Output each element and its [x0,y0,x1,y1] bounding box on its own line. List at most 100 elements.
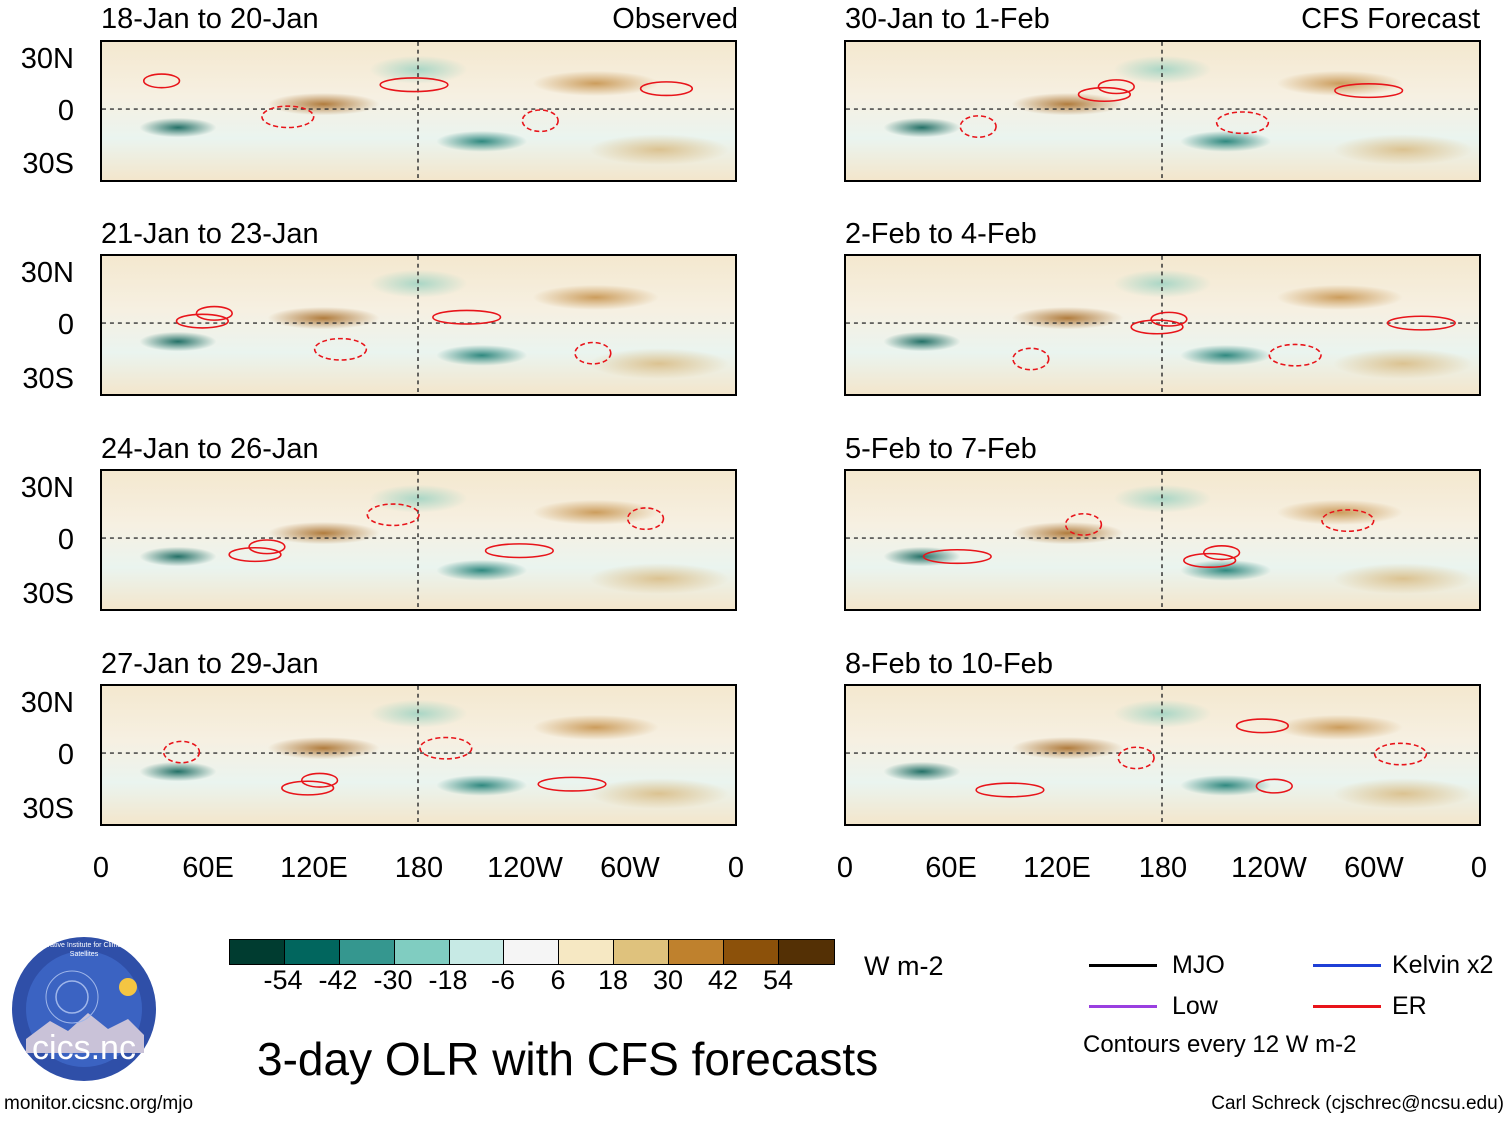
er-contour [248,539,286,555]
colorbar-tick-label: -42 [318,965,358,995]
er-contour [959,115,997,139]
olr-map-panel [844,40,1481,182]
legend-label-low: Low [1172,992,1218,1020]
lat-label-30s: 30S [22,363,74,395]
legend-line-mjo [1089,964,1157,967]
er-contour [1130,319,1184,335]
er-contour [419,736,473,760]
colorbar-tick-label: -30 [373,965,413,995]
map-overlay [846,686,1479,824]
contour-note: Contours every 12 W m-2 [1083,1031,1357,1058]
lon-label-120e: 120E [280,852,348,884]
er-contour [1077,86,1131,103]
colorbar-tick-label: 42 [707,965,739,995]
legend-line-low [1089,1005,1157,1008]
lon-label-60w: 60W [1344,852,1404,884]
olr-map-panel [100,254,737,396]
er-contour [922,548,992,565]
colorbar-swatch [504,940,560,964]
observed-tag: Observed [612,3,738,35]
olr-map-panel [100,684,737,826]
er-contour [626,507,665,531]
author-credit: Carl Schreck (cjschrec@ncsu.edu) [1211,1093,1504,1114]
lat-label-eq: 0 [57,309,74,341]
lat-label-30s: 30S [22,793,74,825]
er-contour [1183,552,1237,568]
er-contour [574,341,612,365]
colorbar-tick-label: 54 [762,965,794,995]
colorbar [229,939,835,965]
map-overlay [102,256,735,394]
map-overlay [102,42,735,180]
legend-line-kelvin [1313,964,1381,967]
legend-label-mjo: MJO [1172,951,1225,979]
lat-label-eq: 0 [57,524,74,556]
panel-title: 18-Jan to 20-Jan [101,3,319,35]
er-contour [484,543,554,559]
er-contour [432,309,502,325]
olr-map-panel [100,469,737,611]
olr-map-panel [844,469,1481,611]
colorbar-swatch [559,940,615,964]
site-url: monitor.cicsnc.org/mjo [4,1093,194,1114]
legend-line-er [1313,1005,1381,1008]
lon-label-0: 0 [727,852,745,884]
panel-title: 2-Feb to 4-Feb [845,218,1037,250]
panel-title: 27-Jan to 29-Jan [101,648,319,680]
lat-label-eq: 0 [57,739,74,771]
colorbar-swatch [394,940,450,964]
map-overlay [102,686,735,824]
cfs-forecast-tag: CFS Forecast [1301,3,1480,35]
er-contour [1255,778,1293,794]
map-overlay [846,42,1479,180]
er-contour [228,546,282,563]
colorbar-tick-label: -54 [263,965,303,995]
colorbar-swatch [339,940,395,964]
panel-title: 24-Jan to 26-Jan [101,433,319,465]
lon-label-180: 180 [1138,852,1188,884]
er-contour [1334,83,1404,99]
lon-label-60w: 60W [600,852,660,884]
olr-map-panel [844,684,1481,826]
er-contour [1268,343,1322,367]
lat-label-30s: 30S [22,578,74,610]
er-contour [1150,311,1188,327]
lon-label-120w: 120W [487,852,563,884]
lat-label-30n: 30N [20,687,74,719]
logo-ring-text: Cooperative Institute for Climate and Sa… [27,942,141,958]
er-contour [195,305,233,321]
colorbar-tick-label: -6 [490,965,515,995]
lat-label-30n: 30N [20,472,74,504]
cics-logo-graphic [12,937,156,1081]
er-contour [1373,742,1428,766]
map-overlay [102,471,735,609]
colorbar-swatch [669,940,725,964]
lon-label-0: 0 [1470,852,1488,884]
er-contour [175,313,229,329]
colorbar-tick-label: 6 [550,965,566,995]
colorbar-swatch [778,940,834,964]
er-contour [142,73,181,89]
colorbar-swatch [230,940,285,964]
er-contour [281,780,335,796]
olr-map-panel [844,254,1481,396]
colorbar-units: W m-2 [864,951,944,981]
lat-label-30n: 30N [20,43,74,75]
lon-label-0: 0 [92,852,110,884]
er-contour [975,782,1045,798]
er-contour [1117,746,1155,770]
er-contour [162,740,201,764]
legend-label-kelvin: Kelvin x2 [1392,951,1494,979]
figure-title: 3-day OLR with CFS forecasts [257,1033,879,1085]
colorbar-swatch [614,940,670,964]
colorbar-swatch [284,940,340,964]
er-contour [300,772,339,788]
er-contour [1215,111,1270,135]
er-contour [379,77,449,93]
er-contour [1235,718,1290,734]
map-overlay [846,471,1479,609]
er-contour [1386,315,1456,331]
panel-title: 5-Feb to 7-Feb [845,433,1037,465]
er-contour [1064,512,1103,536]
lat-label-30s: 30S [22,148,74,180]
